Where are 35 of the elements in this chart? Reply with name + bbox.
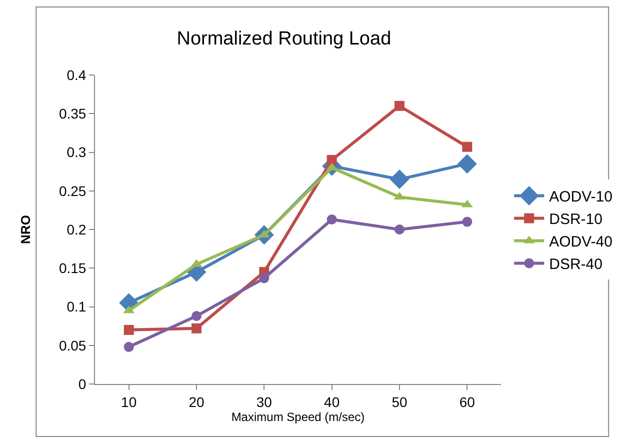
y-axis-title: NRO xyxy=(18,215,33,244)
point xyxy=(124,324,134,335)
y-tick-label: 0.4 xyxy=(66,66,86,83)
x-tick-label: 50 xyxy=(392,394,408,410)
y-tick-label: 0 xyxy=(78,376,86,392)
point xyxy=(326,154,337,165)
y-tick-label: 0.3 xyxy=(66,144,86,160)
legend-label: AODV-10 xyxy=(549,188,612,206)
point xyxy=(326,214,337,224)
x-tick-label: 60 xyxy=(459,394,476,410)
x-axis-title: Maximum Speed (m/sec) xyxy=(231,410,365,424)
x-tick-label: 30 xyxy=(256,394,272,410)
point xyxy=(124,342,134,352)
point xyxy=(462,142,472,152)
chart-title: Normalized Routing Load xyxy=(176,28,392,50)
point xyxy=(192,323,202,334)
point xyxy=(192,311,202,322)
legend-label: DSR-40 xyxy=(549,256,602,274)
y-tick-label: 0.25 xyxy=(58,182,86,199)
y-tick-label: 0.15 xyxy=(58,260,86,276)
point xyxy=(462,216,472,227)
y-tick-label: 0.05 xyxy=(58,337,86,354)
point xyxy=(259,273,270,284)
y-tick-label: 0.2 xyxy=(66,221,86,238)
x-tick-label: 10 xyxy=(121,394,137,410)
point xyxy=(457,154,477,174)
x-tick-label: 40 xyxy=(324,394,340,410)
y-tick-label: 0.1 xyxy=(66,298,86,315)
y-tick-label: 0.35 xyxy=(58,106,86,122)
legend-label: AODV-40 xyxy=(549,234,612,251)
point xyxy=(390,170,410,190)
point xyxy=(394,224,404,234)
point xyxy=(394,100,404,111)
x-tick-label: 20 xyxy=(188,394,204,410)
legend-label: DSR-10 xyxy=(549,211,602,228)
